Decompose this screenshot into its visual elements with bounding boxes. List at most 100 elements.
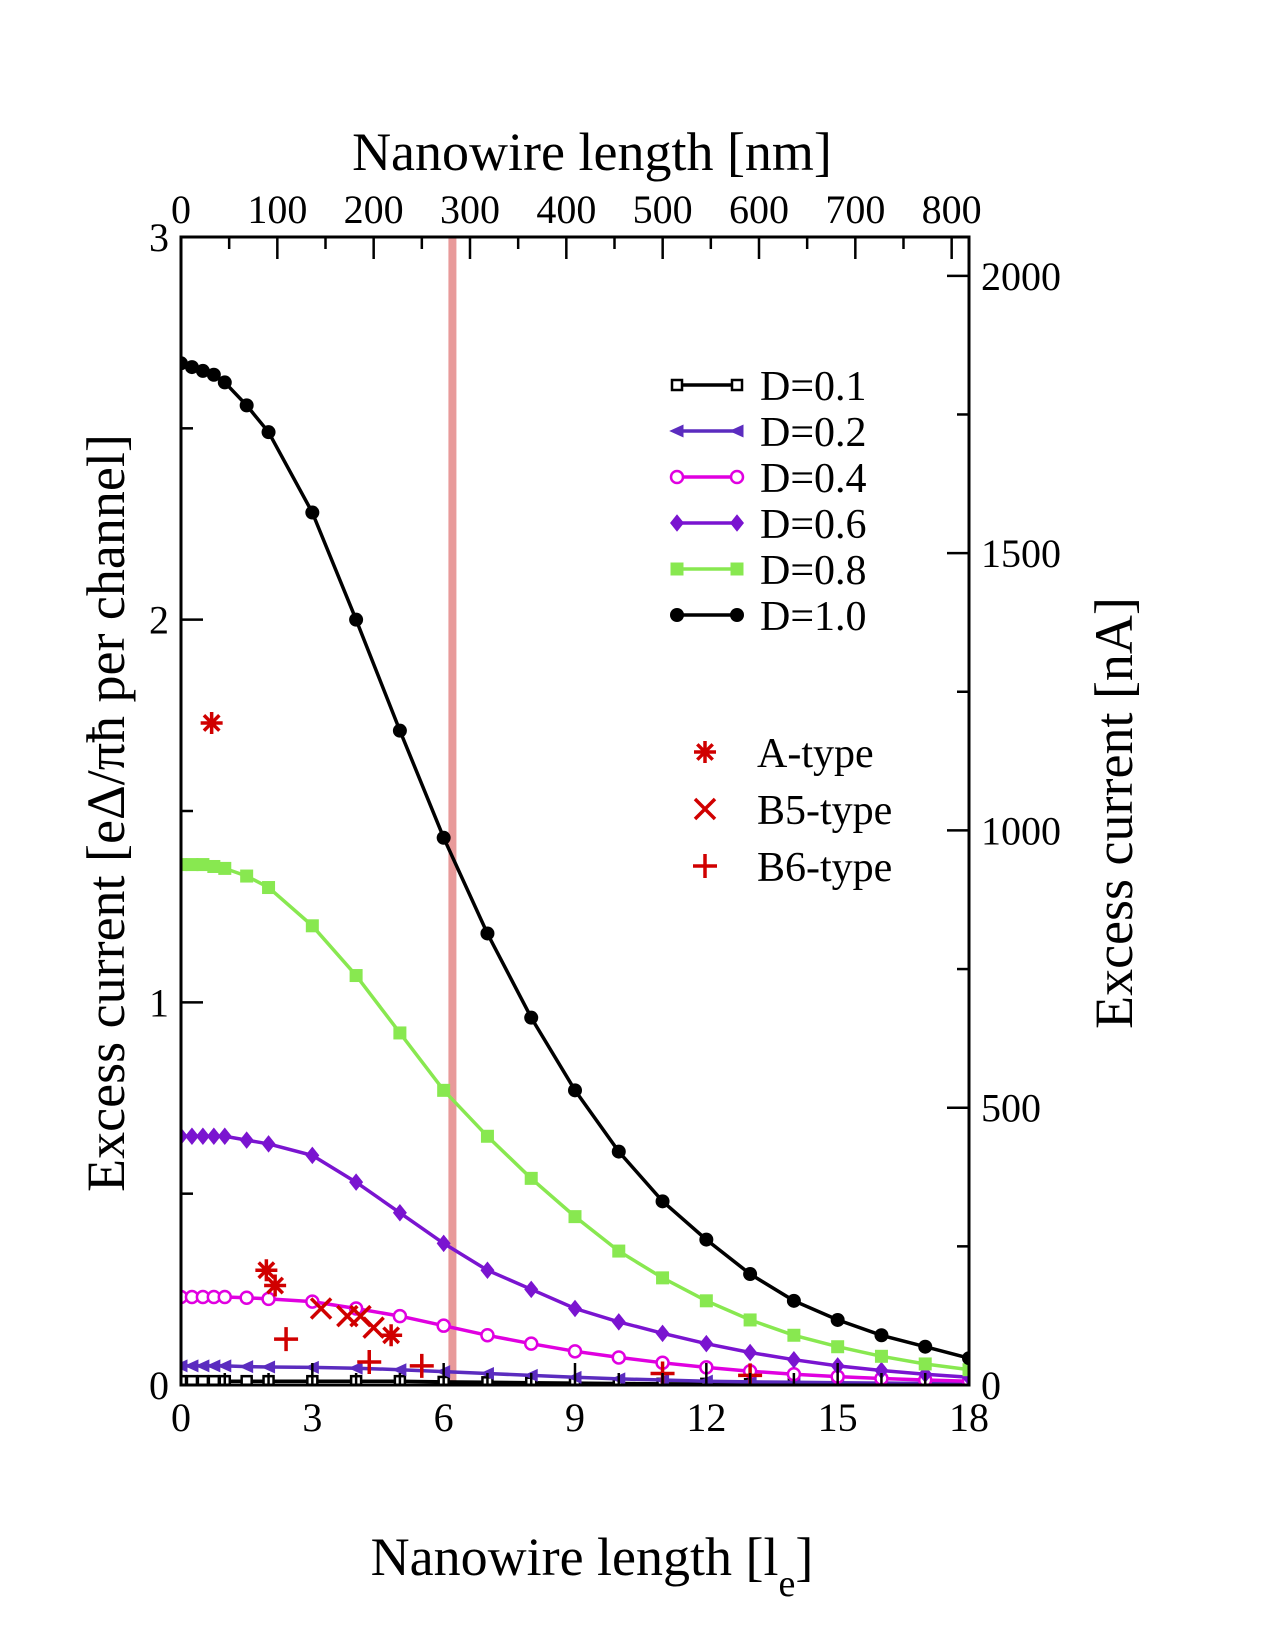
legend-label-d-0-2: D=0.2 xyxy=(760,410,867,456)
y2-tick-label: 2000 xyxy=(981,254,1061,299)
x-tick-label: 12 xyxy=(686,1395,726,1440)
data-point-d-0-8 xyxy=(393,1026,407,1040)
legend-marker-d-0-1 xyxy=(730,378,744,392)
data-point-d-1-0 xyxy=(261,425,276,440)
data-point-d-1-0 xyxy=(611,1144,626,1159)
x2-tick-label: 300 xyxy=(440,187,500,232)
data-point-d-0-6 xyxy=(392,1204,407,1222)
data-point-d-0-2 xyxy=(238,1360,254,1374)
data-point-d-1-0 xyxy=(962,1351,969,1366)
data-point-d-0-6 xyxy=(524,1280,539,1299)
legend-entry-d-0-8: D=0.8 xyxy=(670,548,867,594)
data-point-d-0-6 xyxy=(181,1127,188,1146)
data-point-d-0-8 xyxy=(524,1171,538,1185)
experimental-b5-type xyxy=(309,1297,385,1339)
data-point-d-0-4 xyxy=(392,1308,408,1324)
legend-label-d-0-4: D=0.4 xyxy=(760,456,867,502)
y-tick-label: 1 xyxy=(149,980,169,1025)
data-point-d-1-0 xyxy=(568,1083,582,1098)
data-point-d-0-6 xyxy=(261,1135,276,1153)
data-point-d-0-6 xyxy=(436,1234,451,1253)
data-point-d-0-8 xyxy=(240,869,254,883)
data-point-d-0-2 xyxy=(206,1359,221,1373)
x-tick-label: 0 xyxy=(171,1395,191,1440)
y2-tick-label: 0 xyxy=(981,1363,1001,1408)
data-point-d-0-6 xyxy=(743,1343,758,1362)
data-point-d-0-8 xyxy=(262,881,276,895)
data-point-d-0-8 xyxy=(612,1244,626,1258)
data-point-d-0-4 xyxy=(436,1318,451,1333)
data-point-d-0-4 xyxy=(523,1336,539,1351)
data-point-d-0-6 xyxy=(217,1127,232,1146)
x2-tick-label: 800 xyxy=(922,187,982,232)
data-point-d-0-6 xyxy=(874,1361,889,1380)
legend-entry-b5-type: B5-type xyxy=(693,788,892,834)
legend-marker-d-0-8 xyxy=(730,562,744,576)
data-point-d-0-4 xyxy=(480,1328,495,1343)
data-point-d-0-2 xyxy=(195,1359,210,1373)
data-point-d-0-8 xyxy=(305,919,319,933)
legend-marker-d-1-0 xyxy=(730,608,744,622)
data-point-d-1-0 xyxy=(699,1232,714,1247)
experimental-a-type xyxy=(200,711,403,1347)
data-point-d-0-4 xyxy=(239,1290,254,1306)
y-tick-label: 2 xyxy=(149,598,169,643)
x-axis-title-subscript: e xyxy=(779,1563,796,1605)
legend-entry-d-0-4: D=0.4 xyxy=(669,456,867,502)
x2-tick-label: 400 xyxy=(536,187,596,232)
data-point-d-0-6 xyxy=(568,1299,582,1318)
data-point-d-0-6 xyxy=(184,1127,199,1146)
y-axis-title: Excess current [eΔ/πħ per channel] xyxy=(76,434,136,1192)
legend-label-b6-type: B6-type xyxy=(757,845,892,891)
x2-axis-title: Nanowire length [nm] xyxy=(352,122,832,182)
legend: D=0.1D=0.2D=0.4D=0.6D=0.8D=1.0 A-type B5-t… xyxy=(669,364,892,891)
x2-tick-label: 500 xyxy=(633,187,693,232)
x2-tick-label: 0 xyxy=(171,187,191,232)
legend-marker-d-0-8 xyxy=(670,562,684,576)
x2-tick-label: 700 xyxy=(825,187,885,232)
data-point-d-0-6 xyxy=(611,1313,626,1331)
legend-label-d-0-6: D=0.6 xyxy=(760,502,867,548)
data-point-d-0-8 xyxy=(437,1083,451,1097)
experimental-point-b5-type xyxy=(309,1297,333,1320)
data-point-d-1-0 xyxy=(743,1267,758,1282)
legend-marker-b5-type xyxy=(693,797,717,821)
legend-entry-a-type: A-type xyxy=(694,731,874,777)
data-point-d-0-6 xyxy=(699,1334,714,1353)
data-point-d-0-6 xyxy=(195,1127,210,1146)
legend-label-b5-type: B5-type xyxy=(757,788,892,834)
data-point-d-0-8 xyxy=(196,858,210,872)
legend-label-d-1-0: D=1.0 xyxy=(760,594,867,640)
data-point-d-0-6 xyxy=(480,1261,495,1279)
experimental-point-a-type xyxy=(264,1274,287,1297)
y2-tick-label: 1500 xyxy=(981,531,1061,576)
experimental-point-b6-type xyxy=(274,1327,299,1352)
data-point-d-1-0 xyxy=(830,1312,845,1327)
y-tick-label: 0 xyxy=(149,1363,169,1408)
data-point-d-1-0 xyxy=(918,1339,933,1354)
data-point-d-0-6 xyxy=(786,1350,801,1369)
x-tick-label: 3 xyxy=(302,1395,322,1440)
legend-marker-d-0-4 xyxy=(729,469,745,485)
legend-marker-d-0-2 xyxy=(669,424,684,438)
series-d-1-0 xyxy=(181,356,969,1366)
experimental-b6-type xyxy=(274,1327,763,1385)
legend-marker-d-0-6 xyxy=(670,514,684,532)
data-point-d-1-0 xyxy=(874,1328,889,1343)
data-point-d-1-0 xyxy=(392,723,407,738)
data-point-d-0-8 xyxy=(962,1363,969,1377)
data-point-d-0-2 xyxy=(184,1359,199,1373)
y2-tick-label: 500 xyxy=(981,1086,1041,1131)
data-point-d-1-0 xyxy=(480,926,495,941)
y2-tick-label: 1000 xyxy=(981,808,1061,853)
data-point-d-0-2 xyxy=(260,1360,276,1374)
data-point-d-0-1 xyxy=(240,1374,253,1385)
legend-label-a-type: A-type xyxy=(757,731,874,777)
data-point-d-1-0 xyxy=(239,398,254,413)
x2-tick-label: 200 xyxy=(344,187,404,232)
x2-tick-label: 100 xyxy=(247,187,307,232)
x-tick-label: 6 xyxy=(434,1395,454,1440)
data-point-d-0-8 xyxy=(568,1210,582,1224)
data-point-d-1-0 xyxy=(184,360,199,375)
